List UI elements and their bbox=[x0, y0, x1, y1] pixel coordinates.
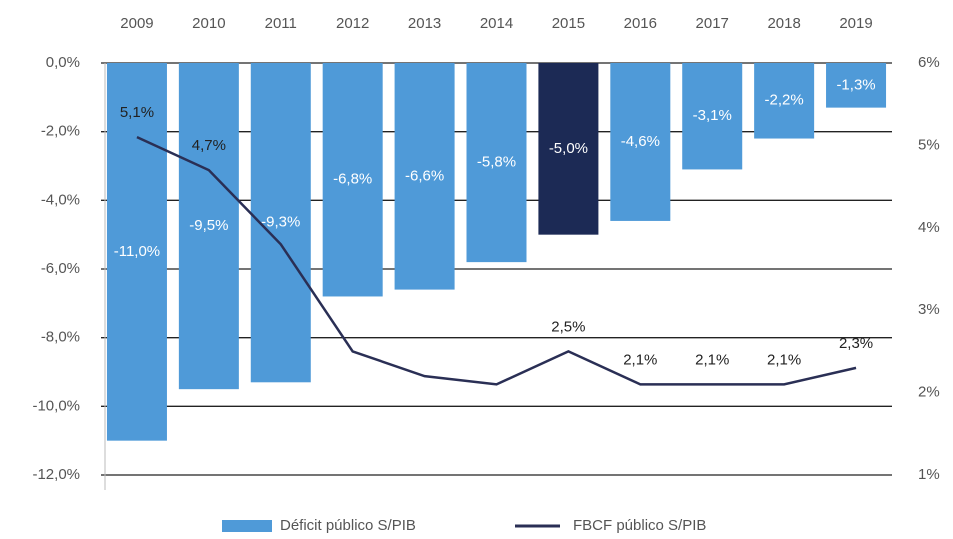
bar-label: -1,3% bbox=[836, 76, 875, 93]
bar-label: -5,8% bbox=[477, 154, 516, 171]
bar-label: -9,3% bbox=[261, 214, 300, 231]
y-tick-label: -6,0% bbox=[41, 260, 80, 277]
x-tick-label: 2014 bbox=[480, 15, 513, 32]
legend-swatch bbox=[222, 520, 272, 532]
bar-label: -11,0% bbox=[114, 243, 160, 260]
x-tick-label: 2015 bbox=[552, 15, 585, 32]
bar bbox=[754, 63, 815, 139]
x-tick-label: 2016 bbox=[624, 15, 657, 32]
bar-label: -6,8% bbox=[333, 171, 372, 188]
y-tick-label: -8,0% bbox=[41, 329, 80, 346]
y2-tick-label: 5% bbox=[918, 136, 940, 153]
x-tick-label: 2009 bbox=[120, 15, 153, 32]
y-tick-label: -2,0% bbox=[41, 123, 80, 140]
bar-label: -2,2% bbox=[765, 92, 804, 109]
bar-label: -4,6% bbox=[621, 133, 660, 150]
legend-label: Déficit público S/PIB bbox=[280, 517, 416, 534]
line-label: 2,1% bbox=[623, 351, 657, 368]
bar bbox=[610, 63, 671, 221]
y-tick-label: -12,0% bbox=[32, 466, 80, 483]
line-label: 2,3% bbox=[839, 335, 873, 352]
line-label: 2,1% bbox=[767, 351, 801, 368]
bar bbox=[322, 63, 383, 297]
bar-label: -6,6% bbox=[405, 167, 444, 184]
bar bbox=[466, 63, 527, 263]
y2-tick-label: 2% bbox=[918, 384, 940, 401]
line-label: 2,5% bbox=[551, 318, 585, 335]
bar bbox=[538, 63, 599, 235]
y2-tick-label: 4% bbox=[918, 219, 940, 236]
line-label: 4,7% bbox=[192, 137, 226, 154]
x-tick-label: 2010 bbox=[192, 15, 225, 32]
x-tick-label: 2018 bbox=[767, 15, 800, 32]
line-label: 5,1% bbox=[120, 104, 154, 121]
bar bbox=[106, 63, 167, 441]
y2-tick-label: 6% bbox=[918, 54, 940, 71]
x-tick-label: 2017 bbox=[696, 15, 729, 32]
y2-tick-label: 3% bbox=[918, 301, 940, 318]
bar-label: -3,1% bbox=[693, 107, 732, 124]
x-tick-label: 2012 bbox=[336, 15, 369, 32]
bar-label: -5,0% bbox=[549, 140, 588, 157]
bar bbox=[394, 63, 455, 290]
bar bbox=[682, 63, 743, 170]
y-tick-label: -10,0% bbox=[32, 397, 80, 414]
bar bbox=[826, 63, 887, 108]
y2-tick-label: 1% bbox=[918, 466, 940, 483]
line bbox=[136, 136, 857, 386]
line-label: 2,1% bbox=[695, 351, 729, 368]
bar bbox=[178, 63, 239, 390]
x-tick-label: 2019 bbox=[839, 15, 872, 32]
bar-label: -9,5% bbox=[189, 217, 228, 234]
legend-label: FBCF público S/PIB bbox=[573, 517, 706, 534]
y-tick-label: 0,0% bbox=[46, 54, 80, 71]
y-tick-label: -4,0% bbox=[41, 191, 80, 208]
x-tick-label: 2011 bbox=[265, 15, 297, 32]
x-tick-label: 2013 bbox=[408, 15, 441, 32]
